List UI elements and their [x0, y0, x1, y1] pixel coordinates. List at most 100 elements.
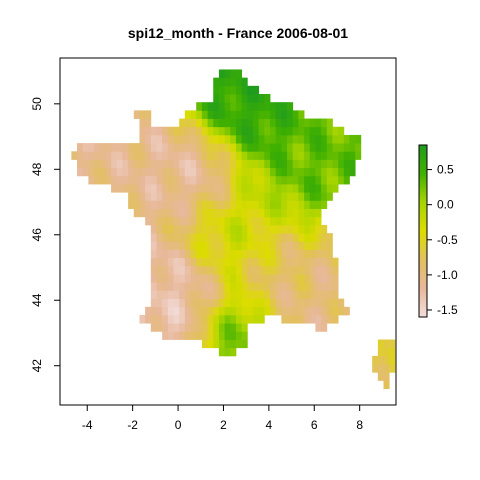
raster-cell — [298, 224, 305, 234]
colorbar-tick-label: -1.0 — [437, 268, 458, 282]
raster-cell — [213, 224, 220, 234]
raster-cell — [270, 257, 277, 267]
raster-cell — [281, 184, 288, 193]
raster-cell — [218, 298, 225, 308]
raster-cell — [304, 298, 311, 308]
raster-cell — [270, 200, 277, 209]
raster-cell — [343, 175, 350, 185]
raster-cell — [207, 192, 214, 201]
raster-cell — [275, 167, 282, 177]
raster-cell — [275, 118, 282, 128]
raster-cell — [298, 167, 305, 177]
raster-cell — [241, 102, 248, 111]
raster-cell — [156, 192, 163, 201]
raster-cell — [287, 175, 294, 185]
raster-cell — [213, 184, 220, 193]
raster-cell — [321, 323, 328, 332]
raster-cell — [292, 192, 299, 201]
raster-cell — [224, 184, 231, 193]
raster-cell — [196, 323, 203, 332]
raster-cell — [247, 298, 254, 308]
raster-cell — [224, 94, 231, 103]
raster-cell — [258, 274, 265, 283]
raster-cell — [190, 216, 197, 226]
raster-cell — [281, 102, 288, 111]
raster-cell — [298, 118, 305, 128]
raster-cell — [224, 200, 231, 209]
raster-cell — [304, 265, 311, 275]
raster-cell — [258, 102, 265, 111]
raster-cell — [309, 216, 316, 226]
raster-cell — [190, 118, 197, 128]
raster-cell — [145, 143, 152, 152]
raster-cell — [201, 200, 208, 209]
raster-cell — [224, 85, 231, 95]
raster-cell — [173, 241, 180, 250]
raster-cell — [162, 192, 169, 201]
raster-cell — [150, 200, 157, 209]
raster-cell — [207, 339, 214, 349]
raster-cell — [139, 184, 146, 193]
raster-cell — [298, 192, 305, 201]
raster-cell — [321, 265, 328, 275]
raster-cell — [332, 126, 339, 136]
raster-cell — [139, 175, 146, 185]
raster-cell — [241, 77, 248, 87]
raster-cell — [213, 134, 220, 144]
raster-cell — [235, 102, 243, 111]
raster-cell — [173, 216, 180, 226]
raster-cell — [139, 167, 146, 177]
raster-cell — [173, 175, 180, 185]
raster-cell — [184, 331, 191, 340]
raster-cell — [321, 167, 328, 177]
raster-cell — [133, 208, 140, 218]
raster-cell — [179, 265, 186, 275]
raster-cell — [275, 184, 282, 193]
raster-cell — [213, 151, 220, 160]
raster-cell — [116, 167, 123, 177]
raster-cell — [264, 257, 271, 267]
raster-cell — [173, 192, 180, 201]
raster-cell — [77, 151, 84, 160]
raster-cell — [275, 151, 282, 160]
raster-cell — [258, 290, 265, 299]
raster-cell — [241, 126, 248, 136]
raster-cell — [150, 265, 157, 275]
raster-cell — [292, 224, 299, 234]
raster-cell — [145, 216, 152, 226]
raster-cell — [213, 314, 220, 324]
raster-cell — [156, 224, 163, 234]
raster-cell — [247, 159, 254, 169]
raster-cell — [162, 167, 169, 177]
raster-cell — [167, 175, 174, 185]
raster-cell — [389, 355, 396, 365]
raster-cell — [264, 167, 271, 177]
raster-cell — [162, 159, 169, 169]
raster-cell — [167, 192, 174, 201]
raster-cell — [173, 257, 180, 267]
raster-cell — [190, 192, 197, 201]
raster-cell — [258, 249, 265, 259]
raster-cell — [196, 175, 203, 185]
raster-cell — [207, 175, 214, 185]
raster-cell — [241, 118, 248, 128]
raster-cell — [309, 224, 316, 234]
raster-cell — [190, 249, 197, 259]
raster-cell — [88, 143, 95, 152]
raster-cell — [162, 257, 169, 267]
raster-cell — [292, 110, 299, 119]
raster-cell — [224, 339, 231, 349]
raster-cell — [332, 143, 339, 152]
raster-cell — [167, 151, 174, 160]
raster-cell — [218, 143, 225, 152]
raster-cell — [184, 314, 191, 324]
raster-cell — [213, 339, 220, 349]
raster-cell — [230, 347, 237, 357]
raster-cell — [111, 159, 118, 169]
colorbar-tick-label: 0.5 — [437, 163, 454, 177]
raster-cell — [241, 265, 248, 275]
raster-cell — [128, 167, 135, 177]
raster-cell — [281, 216, 288, 226]
raster-cell — [196, 110, 203, 119]
raster-cell — [372, 355, 379, 365]
